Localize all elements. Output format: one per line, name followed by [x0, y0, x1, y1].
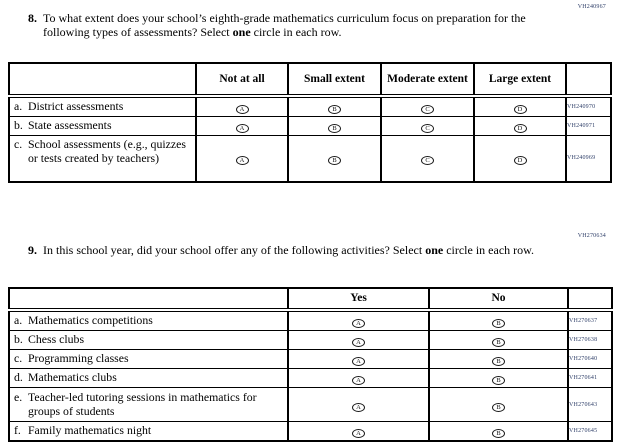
row-label: Family mathematics night [28, 423, 152, 438]
row-letter: c. [14, 351, 23, 366]
question-9-text: In this school year, did your school off… [43, 243, 548, 257]
question-9: 9. In this school year, did your school … [28, 243, 548, 257]
row-label: District assessments [28, 99, 124, 114]
form-code-q9: VH270634 [577, 233, 606, 239]
answer-bubble-b[interactable]: B [328, 105, 341, 114]
table-row-q8-b: b. State assessments A B C D VH240971 [8, 116, 611, 136]
answer-bubble-a[interactable]: A [235, 105, 249, 114]
answer-bubble-d[interactable]: D [513, 124, 527, 133]
question-8-text: To what extent does your school’s eighth… [43, 11, 548, 40]
answer-bubble-no[interactable]: B [492, 319, 505, 328]
table-row-q9-e: e. Teacher-led tutoring sessions in math… [8, 387, 612, 422]
row-label: Chess clubs [28, 332, 85, 347]
answer-bubble-c[interactable]: C [421, 105, 434, 114]
q8-header-empty [8, 63, 196, 98]
answer-bubble-yes[interactable]: A [352, 319, 365, 328]
row-code: VH270645 [567, 421, 612, 441]
row-code: VH270640 [567, 349, 612, 369]
row-letter: f. [14, 423, 21, 438]
answer-bubble-d[interactable]: D [513, 105, 527, 114]
q9-header-code-empty [567, 288, 612, 312]
table-row-q9-b: b. Chess clubs A B VH270638 [8, 330, 612, 350]
q8-response-table: Not at all Small extent Moderate extent … [8, 62, 612, 183]
row-letter: e. [14, 389, 23, 404]
row-label: State assessments [28, 118, 112, 133]
row-letter: b. [14, 118, 23, 133]
answer-bubble-yes[interactable]: A [352, 338, 365, 347]
answer-bubble-no[interactable]: B [492, 338, 505, 347]
answer-bubble-c[interactable]: C [421, 156, 434, 166]
answer-bubble-a[interactable]: A [235, 156, 249, 166]
row-code: VH240970 [565, 95, 611, 117]
question-8-text-part1: To what extent does your school’s eighth… [43, 11, 526, 40]
row-code: VH270637 [567, 309, 612, 331]
question-9-number: 9. [28, 243, 37, 257]
answer-bubble-yes[interactable]: A [352, 376, 365, 385]
answer-bubble-d[interactable]: D [513, 156, 527, 166]
table-row-q8-c: c. School assessments (e.g., quizzes or … [8, 135, 611, 182]
question-9-text-part2: circle in each row. [446, 243, 535, 257]
row-label: Programming classes [28, 351, 129, 366]
answer-bubble-c[interactable]: C [421, 124, 434, 133]
row-letter: c. [14, 137, 23, 151]
q9-header-no: No [428, 288, 568, 312]
q8-header-moderate-extent: Moderate extent [380, 63, 474, 98]
q8-header-not-at-all: Not at all [195, 63, 288, 98]
q8-header-small-extent: Small extent [287, 63, 381, 98]
question-8-bold-word: one [232, 25, 251, 40]
form-code-q8: VH240967 [577, 4, 606, 10]
row-code: VH240969 [565, 135, 611, 182]
table-row-q9-a: a. Mathematics competitions A B VH270637 [8, 309, 612, 331]
answer-bubble-no[interactable]: B [492, 376, 505, 385]
question-9-text-part1: In this school year, did your school off… [43, 243, 423, 257]
row-code: VH240971 [565, 116, 611, 136]
row-code: VH270638 [567, 330, 612, 350]
q8-header-code-empty [565, 63, 611, 98]
q9-header-yes: Yes [287, 288, 429, 312]
table-row-q9-d: d. Mathematics clubs A B VH270641 [8, 368, 612, 388]
question-8-text-part2: circle in each row. [253, 25, 342, 40]
q8-header-large-extent: Large extent [473, 63, 566, 98]
q9-response-table: Yes No a. Mathematics competitions A B V… [8, 287, 613, 442]
q8-header-row: Not at all Small extent Moderate extent … [8, 63, 611, 98]
row-label: School assessments (e.g., quizzes or tes… [28, 137, 186, 165]
row-label: Teacher-led tutoring sessions in mathema… [28, 389, 257, 418]
answer-bubble-a[interactable]: A [235, 124, 249, 133]
answer-bubble-yes[interactable]: A [352, 402, 365, 412]
question-8: 8. To what extent does your school’s eig… [28, 11, 548, 40]
answer-bubble-yes[interactable]: A [352, 429, 365, 438]
row-letter: b. [14, 332, 23, 347]
row-code: VH270641 [567, 368, 612, 388]
question-8-number: 8. [28, 11, 37, 25]
table-row-q9-f: f. Family mathematics night A B VH270645 [8, 421, 612, 441]
row-label: Mathematics clubs [28, 370, 117, 385]
row-letter: a. [14, 313, 23, 328]
answer-bubble-b[interactable]: B [328, 124, 341, 133]
row-letter: a. [14, 99, 23, 114]
answer-bubble-no[interactable]: B [492, 402, 505, 412]
q9-header-row: Yes No [8, 288, 612, 312]
row-letter: d. [14, 370, 23, 385]
table-row-q9-c: c. Programming classes A B VH270640 [8, 349, 612, 369]
answer-bubble-no[interactable]: B [492, 357, 505, 366]
answer-bubble-b[interactable]: B [328, 156, 341, 166]
q9-header-empty [8, 288, 288, 312]
table-row-q8-a: a. District assessments A B C D VH240970 [8, 95, 611, 117]
answer-bubble-yes[interactable]: A [352, 357, 365, 366]
row-label: Mathematics competitions [28, 313, 153, 328]
row-code: VH270643 [567, 387, 612, 422]
answer-bubble-no[interactable]: B [492, 429, 505, 438]
question-9-bold-word: one [425, 243, 444, 257]
